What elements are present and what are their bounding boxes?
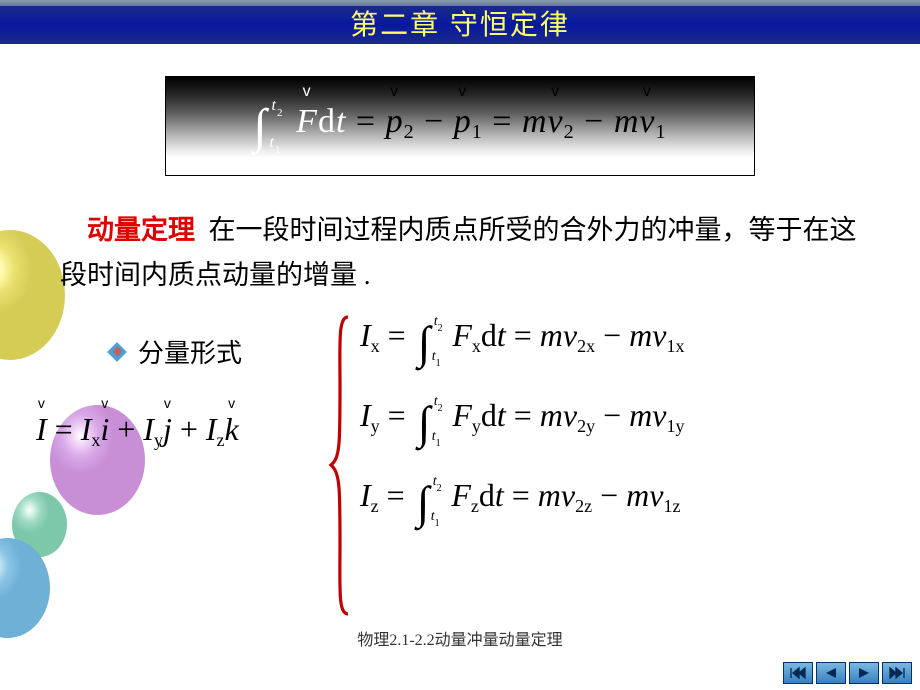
chapter-header: 第二章 守恒定律 bbox=[0, 6, 920, 44]
bullet-row: 分量形式 bbox=[110, 333, 242, 370]
main-formula-box: ∫t2t1 Fdt = p2 − p1 = mv2 − mv1 bbox=[165, 76, 755, 176]
nav-controls bbox=[783, 662, 912, 684]
nav-next-button[interactable] bbox=[849, 662, 879, 684]
nav-prev-button[interactable] bbox=[816, 662, 846, 684]
eq-x: Ix = ∫t2t1Fxdt = mv2x − mv1x bbox=[360, 316, 684, 369]
nav-last-button[interactable] bbox=[882, 662, 912, 684]
next-icon bbox=[857, 667, 871, 679]
slide-content: ∫t2t1 Fdt = p2 − p1 = mv2 − mv1 动量定理 在一段… bbox=[0, 46, 920, 650]
eq-z: Iz = ∫t2t1Fzdt = mv2z − mv1z bbox=[360, 476, 684, 529]
impulse-vector-equation: I = Ixi + Iyj + Izk bbox=[36, 411, 239, 451]
main-formula: ∫t2t1 Fdt = p2 − p1 = mv2 − mv1 bbox=[254, 99, 667, 154]
prev-icon bbox=[824, 667, 838, 679]
last-icon bbox=[889, 667, 905, 679]
bullet-label: 分量形式 bbox=[138, 333, 242, 370]
theorem-name: 动量定理 bbox=[87, 215, 195, 245]
nav-first-button[interactable] bbox=[783, 662, 813, 684]
bullet-icon bbox=[110, 345, 124, 359]
footer-caption: 物理2.1-2.2动量冲量动量定理 bbox=[0, 626, 920, 650]
component-equations: Ix = ∫t2t1Fxdt = mv2x − mv1x Iy = ∫t2t1F… bbox=[360, 316, 684, 529]
eq-y: Iy = ∫t2t1Fydt = mv2y − mv1y bbox=[360, 396, 684, 449]
first-icon bbox=[790, 667, 806, 679]
chapter-title: 第二章 守恒定律 bbox=[0, 6, 920, 44]
theorem-paragraph: 动量定理 在一段时间过程内质点所受的合外力的冲量，等于在这段时间内质点动量的增量… bbox=[60, 208, 860, 297]
